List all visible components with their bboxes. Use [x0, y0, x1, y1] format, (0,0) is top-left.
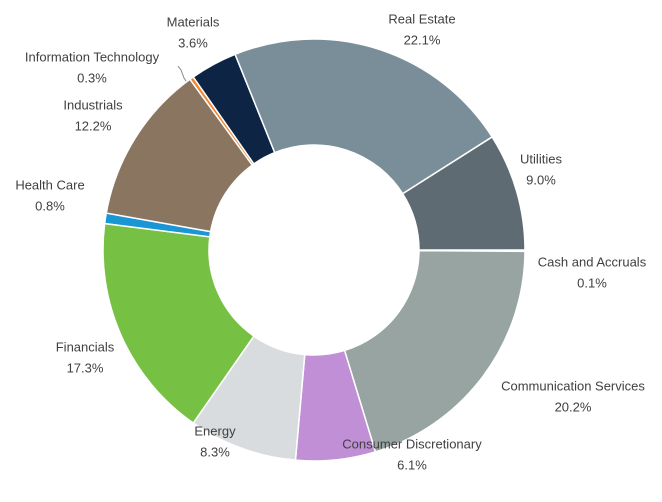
slice	[102, 222, 255, 425]
slice-value-label: 22.1%	[404, 32, 441, 47]
slice-label: Utilities	[520, 151, 562, 166]
slice-label: Financials	[56, 339, 115, 354]
slice-value-label: 3.6%	[178, 35, 208, 50]
slice-label: Cash and Accruals	[538, 254, 647, 269]
slice-label: Information Technology	[25, 49, 160, 64]
slice-value-label: 17.3%	[67, 360, 104, 375]
slice	[234, 38, 494, 195]
leader-line	[177, 65, 189, 85]
slice-value-label: 6.1%	[397, 457, 427, 472]
slice-value-label: 0.1%	[577, 275, 607, 290]
slice-label: Materials	[167, 14, 220, 29]
slice-label: Communication Services	[501, 378, 645, 393]
slice-value-label: 9.0%	[526, 172, 556, 187]
slice-label: Industrials	[63, 97, 123, 112]
slice	[343, 249, 526, 453]
slice-label: Real Estate	[388, 11, 455, 26]
slice-label: Energy	[194, 423, 236, 438]
slice-value-label: 0.3%	[77, 70, 107, 85]
slice-label: Health Care	[15, 177, 84, 192]
slice-value-label: 0.8%	[35, 198, 65, 213]
slice-value-label: 20.2%	[555, 399, 592, 414]
slice-value-label: 8.3%	[200, 444, 230, 459]
slice-value-label: 12.2%	[75, 118, 112, 133]
slice-label: Consumer Discretionary	[342, 436, 482, 451]
slice	[401, 135, 526, 251]
